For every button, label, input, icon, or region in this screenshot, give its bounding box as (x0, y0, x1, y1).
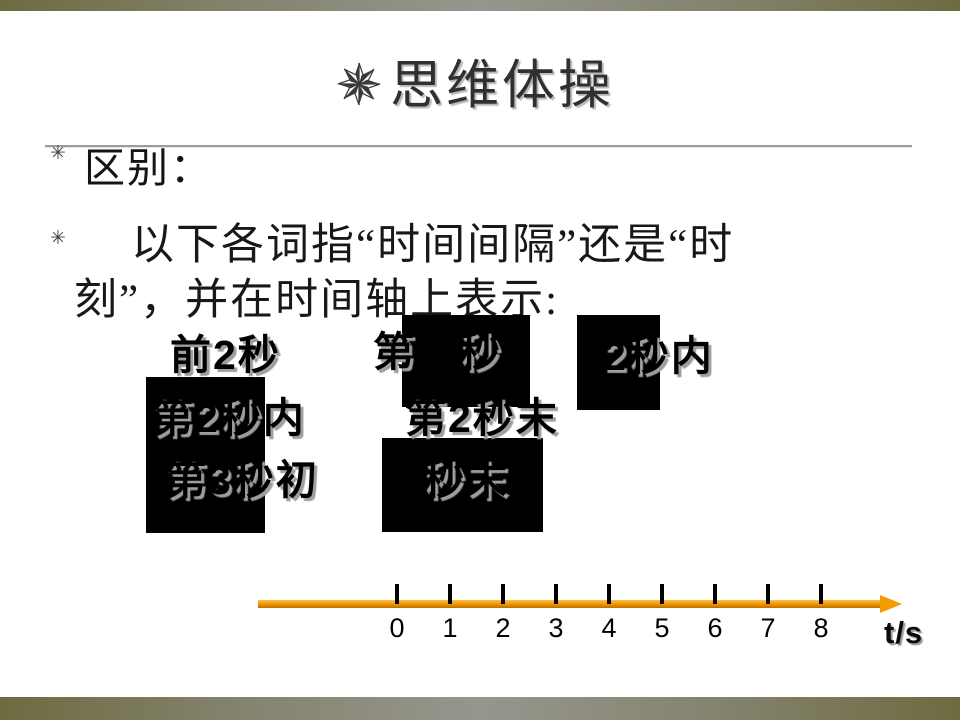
time-axis-line (258, 600, 882, 608)
axis-tick (448, 584, 452, 604)
axis-tick-label: 5 (654, 613, 670, 643)
axis-tick-label: 6 (707, 613, 723, 643)
bullet-marker-icon: ✳ (50, 227, 66, 249)
axis-tick-label: 0 (389, 613, 405, 643)
eight-point-star-icon (336, 59, 382, 114)
axis-tick (501, 584, 505, 604)
redaction-box (577, 315, 660, 410)
axis-tick-label: 8 (813, 613, 829, 643)
axis-tick (713, 584, 717, 604)
axis-tick (395, 584, 399, 604)
axis-arrowhead-icon (880, 595, 902, 613)
axis-tick-label: 1 (442, 613, 458, 643)
redaction-box (146, 377, 265, 533)
axis-tick-label: 7 (760, 613, 776, 643)
axis-tick-label: 3 (548, 613, 564, 643)
question-text-line1: 以下各词指“时间间隔”还是“时 (131, 222, 735, 269)
bullet-distinction: 区别： (84, 145, 213, 191)
bullet-marker-icon: ✳ (50, 142, 66, 164)
axis-tick-label: 4 (601, 613, 617, 643)
term-label: 秒末 (423, 457, 509, 503)
title-separator-line (45, 145, 912, 148)
axis-tick (660, 584, 664, 604)
page-title: 思维体操 (390, 56, 614, 115)
redaction-box (402, 315, 530, 407)
term-label: 2秒内 (603, 333, 714, 379)
term-label: 第2秒末 (405, 395, 559, 441)
term-label: 第 秒 (373, 329, 502, 375)
axis-unit-label: t/s (884, 615, 924, 650)
axis-tick (819, 584, 823, 604)
axis-tick (766, 584, 770, 604)
axis-tick-label: 2 (495, 613, 511, 643)
axis-tick (554, 584, 558, 604)
bottom-border-bar (0, 697, 960, 720)
top-border-bar (0, 0, 960, 11)
term-label: 前2秒 (170, 332, 281, 378)
redaction-box (382, 438, 543, 532)
axis-tick (607, 584, 611, 604)
term-label: 第2秒内 (152, 395, 306, 441)
term-label: 第3秒初 (165, 457, 319, 503)
slide-title-row: 思维体操 (336, 56, 614, 115)
